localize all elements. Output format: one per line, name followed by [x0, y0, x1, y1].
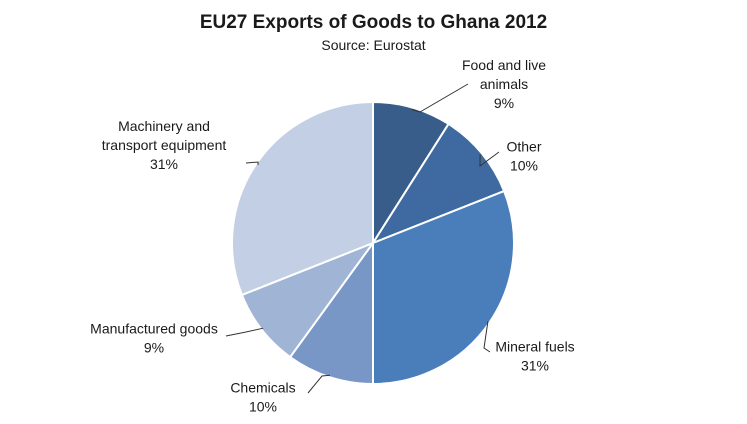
pie-slice-chemicals — [288, 239, 374, 386]
leader-line — [245, 161, 259, 165]
leader-line — [483, 321, 491, 353]
leader-line — [225, 327, 264, 337]
chart-subtitle: Source: Eurostat — [321, 37, 426, 53]
slice-label: Mineral fuels 31% — [495, 339, 574, 374]
slice-label: Food and live animals 9% — [462, 57, 546, 111]
pie-slice-food-and-live-animals — [372, 100, 450, 247]
leader-line — [411, 83, 469, 113]
pie-slice-manufactured-goods — [240, 240, 376, 359]
pie-slices — [231, 100, 515, 386]
pie-slice-other — [370, 122, 506, 246]
slice-label: Manufactured goods 9% — [90, 321, 218, 356]
leader-line — [479, 151, 500, 167]
chart-title: EU27 Exports of Goods to Ghana 2012 — [199, 12, 548, 33]
leader-lines — [225, 83, 500, 394]
slice-label: Chemicals 10% — [230, 380, 295, 415]
pie-slice-machinery-and-transport-equipment — [231, 100, 374, 297]
slice-label: Other 10% — [506, 139, 541, 174]
slice-label: Machinery and transport equipment 31% — [102, 118, 227, 172]
pie-slice-mineral-fuels — [372, 189, 515, 386]
slice-labels: Food and live animals 9% Other 10% Mineral fu… — [90, 57, 575, 415]
leader-line — [307, 374, 331, 394]
